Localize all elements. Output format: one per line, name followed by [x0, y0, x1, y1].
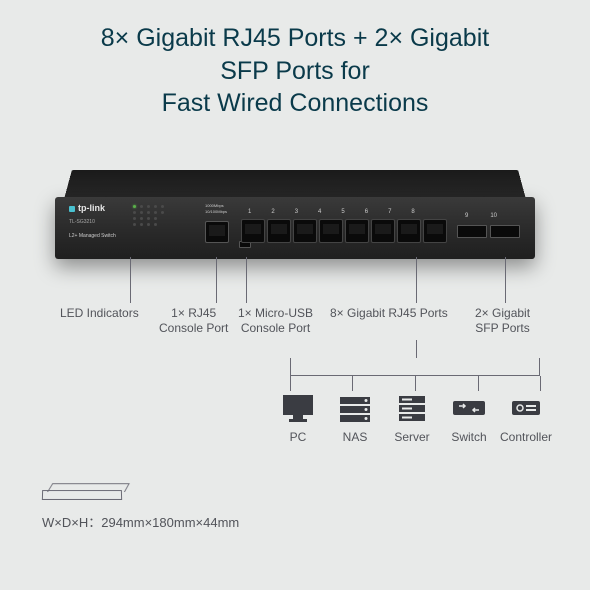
device-label: PC — [290, 430, 307, 444]
bracket-line — [290, 358, 540, 376]
bracket-drop-2 — [352, 376, 353, 391]
server-icon — [392, 392, 432, 424]
dimensions-text: W×D×H：294mm×180mm×44mm — [42, 512, 239, 531]
device-nas: NAS — [329, 392, 381, 444]
sfp-ports-group — [457, 225, 520, 238]
dimensions-icon — [42, 490, 122, 500]
bracket-drop-5 — [540, 376, 541, 391]
controller-icon — [506, 392, 546, 424]
logo-icon — [69, 206, 75, 212]
rj45-ports-group — [241, 219, 447, 243]
chassis-front: tp-link TL-SG3210 L2+ Managed Switch 100… — [55, 197, 535, 259]
bracket-drop-1 — [290, 376, 291, 391]
callout-sfp: 2× GigabitSFP Ports — [475, 306, 530, 336]
port-numbers: 12345678 — [248, 209, 415, 215]
device-switch: Switch — [443, 392, 495, 444]
page-title: 8× Gigabit RJ45 Ports + 2× Gigabit SFP P… — [0, 22, 590, 120]
nas-icon — [335, 392, 375, 424]
model-number: TL-SG3210 — [69, 219, 95, 225]
title-line-3: Fast Wired Connections — [162, 89, 429, 117]
bracket-drop-3 — [415, 376, 416, 391]
led-spec-2: 10/100Mbps — [205, 209, 227, 215]
callout-line-sfp — [505, 257, 506, 303]
callout-line-gig — [416, 257, 417, 303]
callout-led: LED Indicators — [60, 306, 139, 321]
title-line-2: SFP Ports for — [220, 57, 370, 85]
brand-logo: tp-link — [69, 203, 105, 213]
bracket-drop-4 — [478, 376, 479, 391]
device-subtitle: L2+ Managed Switch — [69, 233, 116, 239]
device-pc: PC — [272, 392, 324, 444]
callout-gigabit: 8× Gigabit RJ45 Ports — [330, 306, 448, 321]
led-spec: 1000Mbps 10/100Mbps — [205, 203, 227, 214]
led-panel — [133, 205, 193, 249]
switch-device: tp-link TL-SG3210 L2+ Managed Switch 100… — [55, 165, 535, 300]
bracket-stem — [416, 340, 417, 358]
device-label: NAS — [343, 430, 368, 444]
callout-line-rj45c — [216, 257, 217, 303]
brand-text: tp-link — [78, 203, 105, 213]
callout-rj45-console: 1× RJ45Console Port — [159, 306, 228, 336]
rj45-console-port — [205, 221, 229, 243]
sfp-numbers: 910 — [465, 213, 497, 219]
dimensions-box: W×D×H：294mm×180mm×44mm — [42, 490, 239, 531]
switch-icon — [449, 392, 489, 424]
device-label: Server — [394, 430, 429, 444]
device-icons-row: PC NAS Server Switch Controller — [272, 392, 552, 444]
device-label: Switch — [451, 430, 486, 444]
device-controller: Controller — [500, 392, 552, 444]
title-line-1: 8× Gigabit RJ45 Ports + 2× Gigabit — [101, 24, 489, 52]
callout-usb-console: 1× Micro-USBConsole Port — [238, 306, 313, 336]
pc-icon — [278, 392, 318, 424]
device-server: Server — [386, 392, 438, 444]
callout-line-usb — [246, 257, 247, 303]
device-label: Controller — [500, 430, 552, 444]
callout-line-led — [130, 257, 131, 303]
